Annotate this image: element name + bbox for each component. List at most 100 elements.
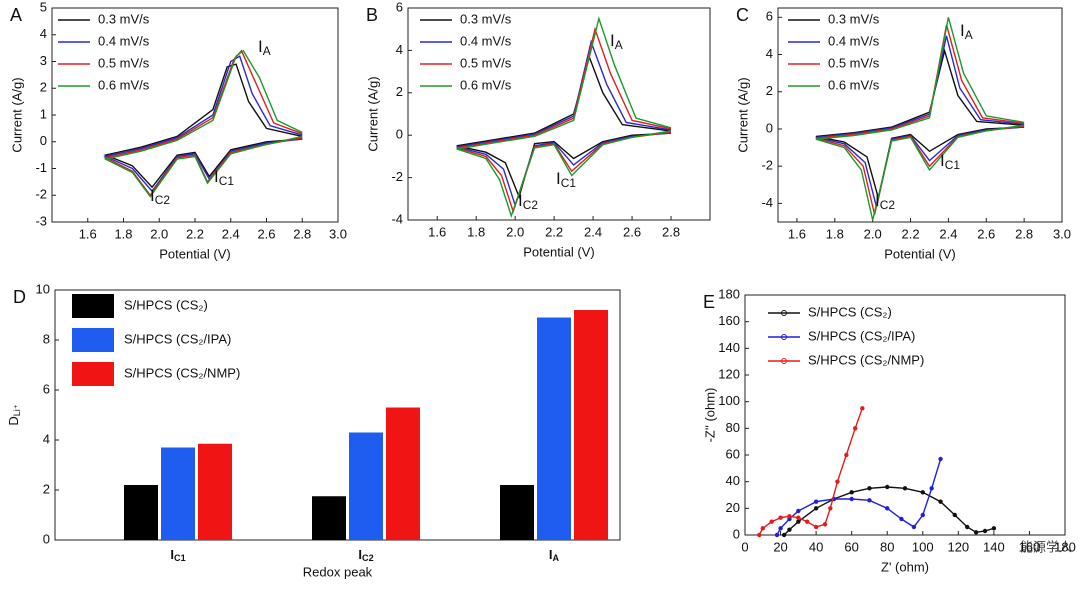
series-line — [103, 63, 303, 189]
y-tick-label: -4 — [761, 195, 773, 210]
y-axis-title: Current (A/g) — [735, 77, 750, 152]
y-tick-label: 4 — [396, 42, 403, 57]
x-tick-label-sub: C1 — [174, 554, 186, 564]
series-line — [783, 486, 995, 536]
x-tick-label: 3.0 — [329, 226, 347, 241]
y-tick-label: 2 — [396, 84, 403, 99]
y-tick-label: 20 — [726, 500, 740, 515]
y-tick-label: 100 — [718, 393, 740, 408]
data-point — [796, 508, 801, 514]
annotation-main: I — [960, 21, 965, 40]
y-tick-label: 1 — [40, 106, 47, 121]
y-tick-label: -4 — [391, 211, 403, 226]
x-tick-label: 1.8 — [826, 226, 844, 241]
series-line — [456, 26, 672, 214]
plot-frame — [744, 294, 1066, 536]
y-tick-label: -2 — [761, 158, 773, 173]
x-tick-label-sub: A — [553, 554, 560, 564]
annotation-main: I — [518, 191, 523, 210]
x-tick-label: 1.8 — [114, 226, 132, 241]
data-point — [867, 498, 872, 503]
legend-label: S/HPCS (CS₂) — [808, 304, 892, 319]
annotation-main: I — [214, 167, 219, 186]
annotation-sub: A — [263, 44, 271, 58]
data-point — [899, 516, 904, 522]
bar — [386, 407, 420, 540]
annotation: IA — [960, 21, 973, 42]
y-axis-title: -Z'' (ohm) — [702, 388, 717, 443]
annotation-main: I — [556, 169, 561, 188]
legend-label: S/HPCS (CS₂/NMP) — [124, 365, 240, 380]
data-point — [760, 526, 765, 531]
data-point — [781, 532, 787, 538]
annotation-sub: A — [615, 38, 623, 52]
legend-label: 0.3 mV/s — [98, 11, 150, 26]
data-point — [991, 526, 997, 531]
x-tick-label-main: I — [170, 547, 174, 562]
x-tick-label: 20 — [773, 539, 787, 554]
annotation: IC1 — [556, 169, 576, 190]
data-point — [828, 506, 833, 511]
legend-label: 0.4 mV/s — [828, 33, 880, 48]
x-tick-label: 160 — [1019, 539, 1041, 554]
y-axis-title: DLi⁺ — [6, 404, 22, 425]
annotation-sub: C1 — [219, 174, 235, 188]
x-tick-label: IC2 — [358, 547, 373, 563]
x-tick-label: 2.0 — [506, 224, 524, 239]
data-point — [902, 486, 908, 491]
y-tick-label: 6 — [396, 0, 403, 14]
series-line — [815, 48, 1025, 198]
x-tick-label: 1.8 — [467, 224, 485, 239]
legend-label: 0.4 mV/s — [98, 33, 150, 48]
x-tick-label: 120 — [947, 539, 969, 554]
y-tick-label: 10 — [36, 281, 50, 296]
legend-marker — [781, 310, 787, 316]
data-point — [911, 524, 917, 530]
legend-label: 0.6 mV/s — [828, 77, 880, 92]
data-point — [778, 515, 783, 520]
data-point — [805, 519, 810, 524]
data-point — [787, 514, 792, 519]
y-tick-label: 2 — [40, 80, 47, 95]
y-tick-label: 180 — [718, 286, 740, 301]
y-tick-label: 6 — [766, 9, 773, 24]
series-line — [776, 458, 942, 536]
x-tick-label: 2.4 — [939, 226, 957, 241]
x-tick-label: 1.6 — [428, 224, 446, 239]
y-tick-label: 2 — [43, 481, 50, 496]
y-tick-label: 3 — [40, 53, 47, 68]
x-tick-label: 0 — [741, 539, 748, 554]
bar — [537, 317, 571, 540]
data-point — [813, 506, 819, 511]
legend-swatch — [72, 362, 114, 386]
y-tick-label: 8 — [43, 331, 50, 346]
annotation-main: I — [150, 186, 155, 205]
legend-label: S/HPCS (CS₂) — [124, 297, 208, 312]
x-axis-title: Potential (V) — [523, 244, 595, 259]
y-tick-label: 40 — [726, 473, 740, 488]
legend-marker — [781, 358, 787, 364]
legend-label: 0.5 mV/s — [828, 55, 880, 70]
data-point — [813, 524, 819, 530]
y-tick-label: 4 — [766, 46, 773, 61]
series-line — [815, 17, 1025, 221]
data-point — [787, 527, 792, 532]
legend-label: 0.5 mV/s — [460, 55, 512, 70]
data-point — [774, 532, 780, 538]
x-tick-label: 2.2 — [186, 226, 204, 241]
annotation-sub: C1 — [561, 176, 577, 190]
x-tick-label-main: I — [358, 547, 362, 562]
bar — [574, 310, 608, 540]
x-tick-label: 2.6 — [623, 224, 641, 239]
x-tick-label: IC1 — [170, 547, 185, 563]
panel-label: D — [13, 287, 26, 307]
bar — [161, 447, 195, 540]
plot-frame — [777, 7, 1063, 223]
bar — [312, 496, 346, 540]
y-tick-label: 120 — [718, 366, 740, 381]
legend-label: 0.3 mV/s — [828, 11, 880, 26]
annotation: IC1 — [214, 167, 234, 188]
data-point — [813, 499, 819, 504]
annotation: IA — [610, 31, 623, 52]
bar — [124, 485, 158, 540]
